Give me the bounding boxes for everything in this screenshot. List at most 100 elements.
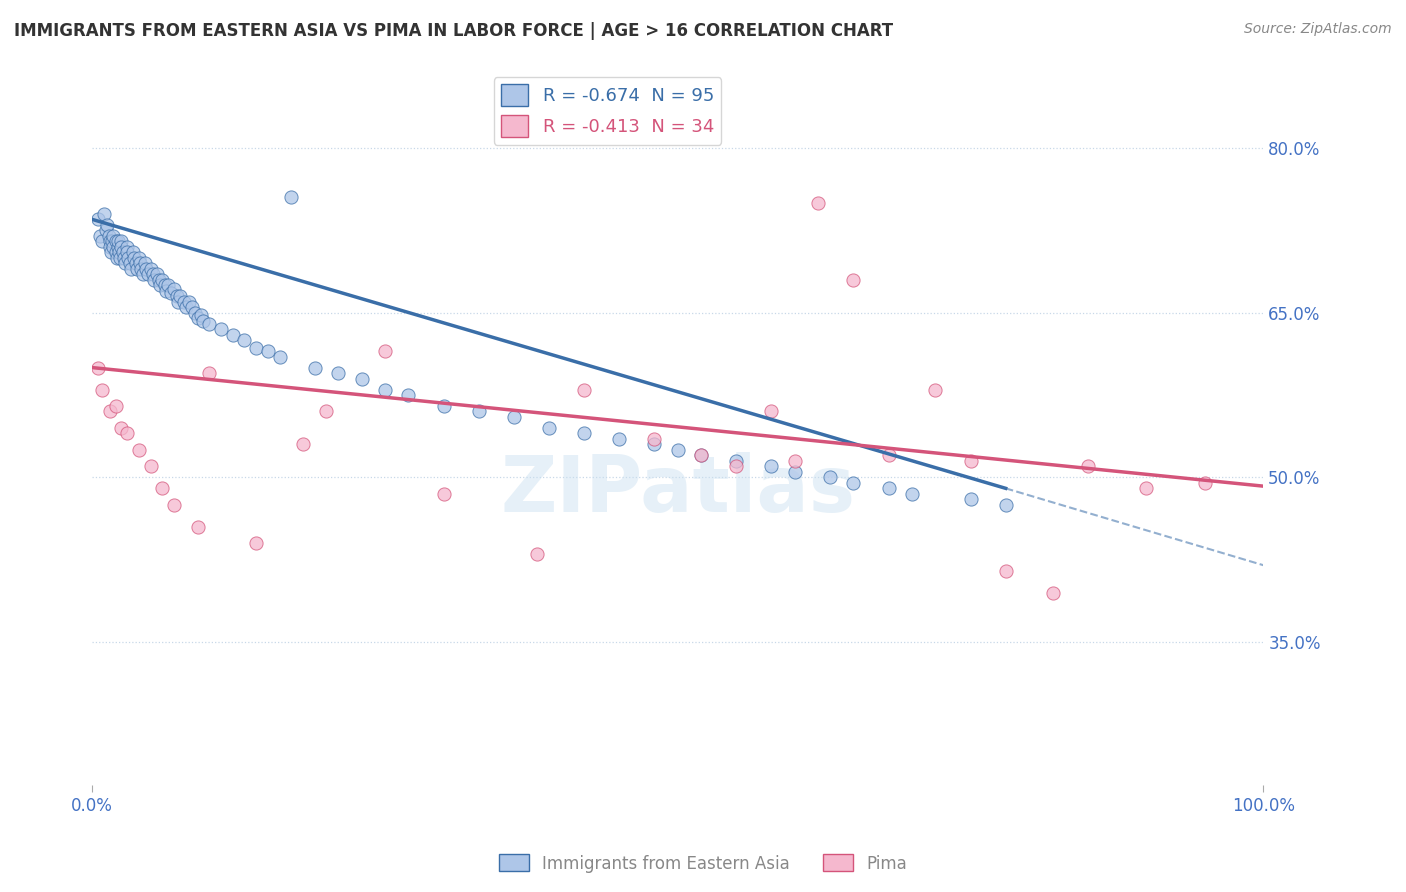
Point xyxy=(190,308,212,322)
Point xyxy=(315,404,337,418)
Point xyxy=(690,449,713,463)
Point xyxy=(374,383,396,397)
Point xyxy=(807,195,830,210)
Point xyxy=(761,404,783,418)
Point xyxy=(143,273,166,287)
Point xyxy=(108,245,131,260)
Point xyxy=(114,256,136,270)
Point xyxy=(124,256,146,270)
Point xyxy=(291,437,314,451)
Point xyxy=(326,366,349,380)
Point xyxy=(129,256,152,270)
Point xyxy=(97,228,120,243)
Legend: R = -0.674  N = 95, R = -0.413  N = 34: R = -0.674 N = 95, R = -0.413 N = 34 xyxy=(494,77,721,145)
Point xyxy=(131,267,153,281)
Point xyxy=(148,273,170,287)
Point xyxy=(124,251,146,265)
Point xyxy=(131,261,153,276)
Point xyxy=(98,240,121,254)
Point xyxy=(100,245,122,260)
Point xyxy=(93,207,115,221)
Point xyxy=(526,547,548,561)
Point xyxy=(101,235,124,249)
Point xyxy=(104,245,127,260)
Point xyxy=(432,487,454,501)
Point xyxy=(537,421,560,435)
Point xyxy=(138,267,160,281)
Point xyxy=(105,251,128,265)
Point xyxy=(117,245,139,260)
Point xyxy=(157,278,180,293)
Point xyxy=(103,228,125,243)
Point xyxy=(90,383,112,397)
Point xyxy=(1077,459,1099,474)
Point xyxy=(643,432,665,446)
Point xyxy=(643,437,665,451)
Point xyxy=(173,294,195,309)
Point xyxy=(117,240,139,254)
Point xyxy=(153,278,176,293)
Point xyxy=(959,454,981,468)
Point xyxy=(877,449,900,463)
Point xyxy=(761,459,783,474)
Text: Source: ZipAtlas.com: Source: ZipAtlas.com xyxy=(1244,22,1392,37)
Point xyxy=(118,256,141,270)
Point xyxy=(135,261,157,276)
Point xyxy=(374,344,396,359)
Point xyxy=(107,240,129,254)
Point xyxy=(90,235,112,249)
Point xyxy=(222,327,245,342)
Point xyxy=(159,285,181,300)
Point xyxy=(245,341,267,355)
Point xyxy=(139,261,162,276)
Point xyxy=(994,498,1017,512)
Point xyxy=(145,267,167,281)
Point xyxy=(120,261,142,276)
Point xyxy=(959,492,981,507)
Point xyxy=(174,300,197,314)
Point xyxy=(198,317,221,331)
Point xyxy=(572,426,595,441)
Point xyxy=(396,388,419,402)
Point xyxy=(818,470,841,484)
Point xyxy=(166,294,188,309)
Point xyxy=(155,284,177,298)
Legend: Immigrants from Eastern Asia, Pima: Immigrants from Eastern Asia, Pima xyxy=(492,847,914,880)
Point xyxy=(128,251,150,265)
Point xyxy=(163,281,186,295)
Point xyxy=(125,261,148,276)
Point xyxy=(98,404,121,418)
Point xyxy=(152,481,174,495)
Point xyxy=(110,421,132,435)
Point xyxy=(103,240,125,254)
Point xyxy=(187,311,209,326)
Point xyxy=(96,223,118,237)
Point xyxy=(142,267,165,281)
Point xyxy=(98,235,121,249)
Point xyxy=(112,251,135,265)
Point xyxy=(572,383,595,397)
Point xyxy=(139,459,162,474)
Point xyxy=(209,322,232,336)
Point xyxy=(179,294,201,309)
Point xyxy=(233,333,256,347)
Point xyxy=(1042,585,1064,599)
Point xyxy=(89,228,111,243)
Point xyxy=(128,442,150,457)
Point xyxy=(166,289,188,303)
Point xyxy=(280,190,302,204)
Point xyxy=(924,383,946,397)
Point xyxy=(180,300,202,314)
Point xyxy=(467,404,489,418)
Point xyxy=(725,454,748,468)
Point xyxy=(96,218,118,232)
Point xyxy=(502,409,524,424)
Text: ZIPatlas: ZIPatlas xyxy=(501,451,855,528)
Point xyxy=(432,399,454,413)
Point xyxy=(901,487,924,501)
Point xyxy=(169,289,191,303)
Point xyxy=(134,256,156,270)
Point xyxy=(110,251,132,265)
Text: IMMIGRANTS FROM EASTERN ASIA VS PIMA IN LABOR FORCE | AGE > 16 CORRELATION CHART: IMMIGRANTS FROM EASTERN ASIA VS PIMA IN … xyxy=(14,22,893,40)
Point xyxy=(350,371,373,385)
